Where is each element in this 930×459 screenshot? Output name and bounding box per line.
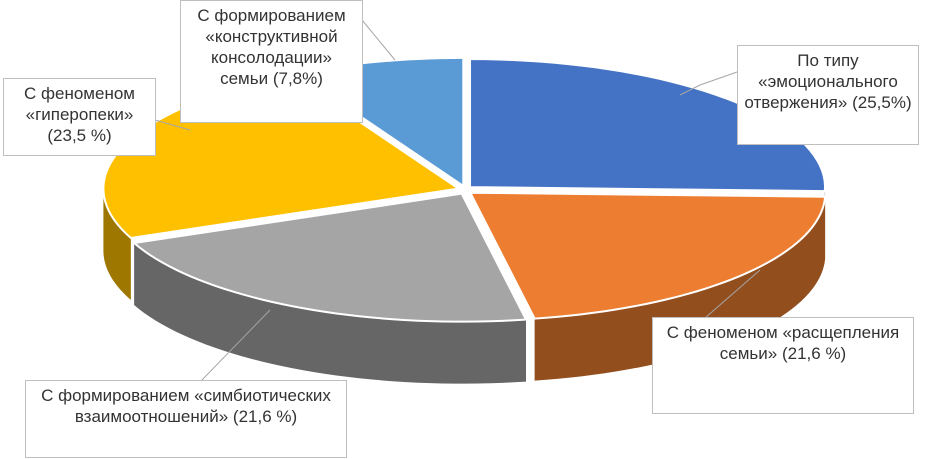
data-label: С формированием «конструктивной консолод… [180, 0, 363, 123]
label-value: (7,8%) [272, 69, 323, 88]
label-value: (21,6 %) [232, 407, 298, 426]
label-value: (25,5%) [852, 93, 912, 112]
label-category: По типу «эмоционального отвержения» [744, 51, 898, 112]
leader-line [154, 119, 191, 131]
data-label: По типу «эмоционального отвержения» (25,… [737, 45, 919, 145]
leader-line [679, 71, 738, 96]
label-category: С формированием «конструктивной консолод… [197, 6, 346, 88]
leader-line [361, 19, 396, 61]
pie-slice [131, 192, 528, 323]
leader-line [704, 269, 761, 319]
label-value: (21,6 %) [781, 344, 847, 363]
slice-side [534, 196, 826, 381]
data-label: С феноменом «гиперопеки» (23,5 %) [3, 78, 156, 156]
slice-side [103, 188, 131, 300]
data-label: С формированием «симбиотических взаимоот… [25, 380, 347, 458]
label-category: С феноменом «расщепления семьи» [666, 323, 900, 363]
label-category: С феноменом «гиперопеки» [24, 84, 135, 124]
leader-line [199, 309, 271, 383]
label-value: (23,5 %) [47, 126, 112, 145]
label-category: С формированием «симбиотических взаимоот… [41, 386, 331, 426]
data-label: С феноменом «расщепления семьи» (21,6 %) [652, 317, 914, 414]
pie-slice [468, 191, 827, 320]
pie-slice [469, 58, 827, 193]
